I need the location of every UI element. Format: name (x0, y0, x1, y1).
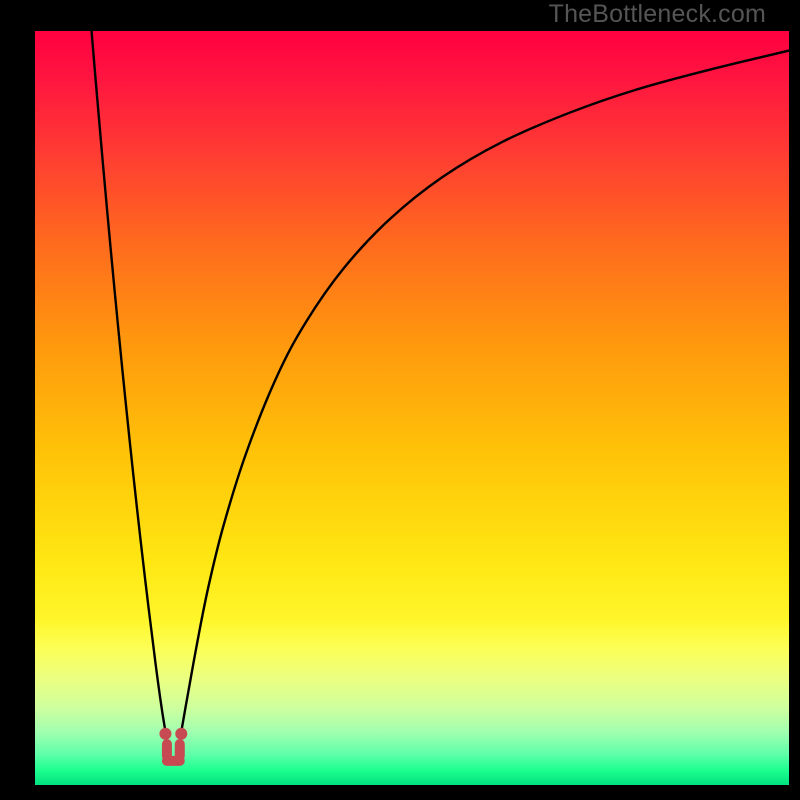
chart-frame: TheBottleneck.com (0, 0, 800, 800)
watermark-text: TheBottleneck.com (549, 0, 766, 29)
background-gradient (35, 31, 789, 785)
plot-area (35, 31, 789, 785)
